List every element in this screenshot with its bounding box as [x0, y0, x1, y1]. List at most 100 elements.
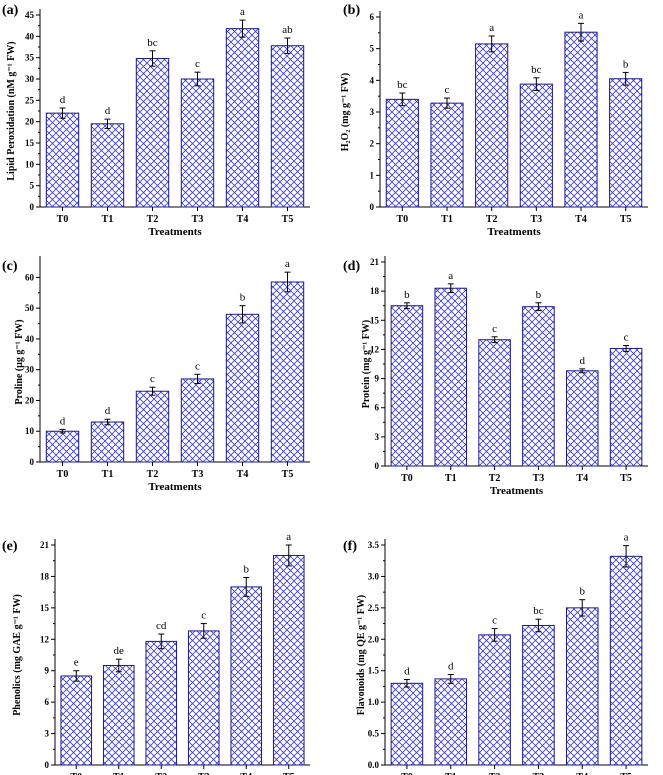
- significance-letter: bc: [533, 605, 544, 617]
- x-axis-title: Treatments: [148, 226, 202, 238]
- x-tick-label: T4: [576, 772, 588, 775]
- y-tick-label: 60: [25, 272, 35, 282]
- significance-letter: a: [285, 258, 290, 270]
- x-tick-label: T3: [192, 214, 204, 225]
- y-tick-label: 3: [375, 432, 380, 442]
- bar-t1: [430, 102, 464, 208]
- x-tick-label: T3: [530, 214, 542, 225]
- y-tick-label: 12: [40, 634, 50, 644]
- x-tick-label: T3: [533, 772, 545, 775]
- significance-letter: d: [60, 94, 66, 106]
- x-tick-label: T0: [57, 469, 69, 480]
- x-tick-label: T0: [401, 772, 413, 775]
- bar-t5: [609, 347, 643, 467]
- bar-t1: [90, 421, 125, 463]
- y-axis-title: Flavonoids (mg QE g⁻¹ FW): [356, 595, 367, 716]
- y-tick-label: 15: [370, 315, 380, 325]
- significance-letter: c: [445, 84, 450, 96]
- significance-letter: a: [624, 532, 629, 544]
- significance-letter: c: [195, 58, 200, 70]
- bar-t2: [478, 634, 511, 766]
- x-tick-label: T2: [147, 469, 159, 480]
- y-tick-label: 6: [370, 12, 375, 22]
- x-tick-label: T1: [113, 772, 125, 775]
- chart-panel-3: (c) 0 10 20 30 40 50 60 d T0 d T1 c T2 c T3 b T4 a T5 Treatm…: [2, 256, 310, 493]
- x-tick-label: T0: [57, 214, 69, 225]
- y-tick-label: 21: [370, 257, 380, 267]
- x-tick-label: T2: [489, 772, 501, 775]
- y-tick-label: 9: [375, 374, 380, 384]
- significance-letter: b: [240, 292, 246, 304]
- x-tick-label: T3: [198, 772, 210, 775]
- y-axis-title: H₂O₂ (mg g⁻¹ FW): [340, 73, 351, 151]
- y-tick-label: 40: [25, 334, 35, 344]
- bar-t5: [270, 45, 305, 208]
- y-tick-label: 1.0: [368, 697, 380, 707]
- y-tick-label: 21: [40, 540, 50, 550]
- x-axis-title: Treatments: [487, 226, 541, 238]
- bar-t4: [225, 28, 260, 208]
- y-axis-title: Phenolics (mg GAE g⁻¹ FW): [12, 594, 23, 716]
- y-tick-label: 6: [45, 697, 50, 707]
- bar-t4: [230, 586, 263, 766]
- bar-t1: [90, 123, 125, 208]
- significance-letter: a: [579, 9, 584, 21]
- bar-t1: [102, 664, 135, 766]
- x-tick-label: T4: [240, 772, 252, 775]
- y-tick-label: 10: [25, 159, 35, 169]
- y-tick-label: 3.5: [368, 540, 380, 550]
- x-tick-label: T3: [533, 473, 545, 484]
- bar-t0: [390, 305, 424, 467]
- panel-label: (d): [343, 259, 360, 274]
- bar-t3: [180, 378, 215, 463]
- y-tick-label: 3: [370, 107, 375, 117]
- bar-t4: [565, 607, 599, 766]
- chart-panel-6: (f) 0.0 0.5 1.0 1.5 2.0 2.5 3.0 3.5 d T0 d T1 c T2 bc T3…: [343, 532, 648, 775]
- y-tick-label: 50: [25, 303, 35, 313]
- chart-panel-1: (a) 0 5 10 15 20 25 30 35 40 45 d T0 d T1 bc T2 c T3 a T4 ab T…: [2, 3, 310, 238]
- significance-letter: c: [150, 373, 155, 385]
- x-tick-label: T4: [576, 473, 588, 484]
- bar-t5: [609, 78, 643, 208]
- chart-panel-4: (d) 0 3 6 9 12 15 18 21 b T0 a T1 c T2 b T3 d T4 c T5 Treatme…: [343, 256, 648, 497]
- y-tick-label: 2: [370, 139, 375, 149]
- significance-letter: de: [114, 645, 125, 657]
- bar-t1: [434, 678, 468, 766]
- bar-t4: [565, 370, 599, 467]
- x-tick-label: T5: [282, 214, 294, 225]
- panel-label: (c): [2, 259, 18, 274]
- x-tick-label: T1: [102, 214, 114, 225]
- y-tick-label: 5: [370, 44, 375, 54]
- significance-letter: c: [195, 360, 200, 372]
- significance-letter: b: [244, 563, 250, 575]
- significance-letter: b: [404, 289, 410, 301]
- y-tick-label: 10: [25, 426, 35, 436]
- y-tick-label: 1: [370, 170, 375, 180]
- bar-t3: [187, 630, 220, 766]
- bar-t3: [519, 83, 553, 208]
- y-tick-label: 12: [370, 344, 380, 354]
- y-tick-label: 30: [25, 365, 35, 375]
- y-tick-label: 45: [25, 10, 35, 20]
- x-tick-label: T2: [486, 214, 498, 225]
- x-tick-label: T5: [282, 469, 294, 480]
- y-tick-label: 6: [375, 403, 380, 413]
- significance-letter: c: [492, 323, 497, 335]
- panel-label: (b): [343, 3, 360, 18]
- significance-letter: a: [240, 6, 245, 18]
- x-tick-label: T5: [620, 772, 632, 775]
- y-tick-label: 2.5: [368, 603, 380, 613]
- significance-letter: bc: [397, 79, 408, 91]
- y-tick-label: 0: [370, 202, 375, 212]
- y-tick-label: 3.0: [368, 571, 380, 581]
- significance-letter: d: [60, 415, 66, 427]
- y-tick-label: 15: [40, 603, 50, 613]
- bar-t1: [434, 287, 468, 467]
- significance-letter: c: [492, 615, 497, 627]
- bar-t0: [390, 682, 424, 766]
- y-tick-label: 9: [45, 666, 50, 676]
- bar-t0: [45, 112, 80, 208]
- y-tick-label: 2.0: [368, 634, 380, 644]
- x-tick-label: T4: [237, 214, 249, 225]
- x-tick-label: T4: [575, 214, 587, 225]
